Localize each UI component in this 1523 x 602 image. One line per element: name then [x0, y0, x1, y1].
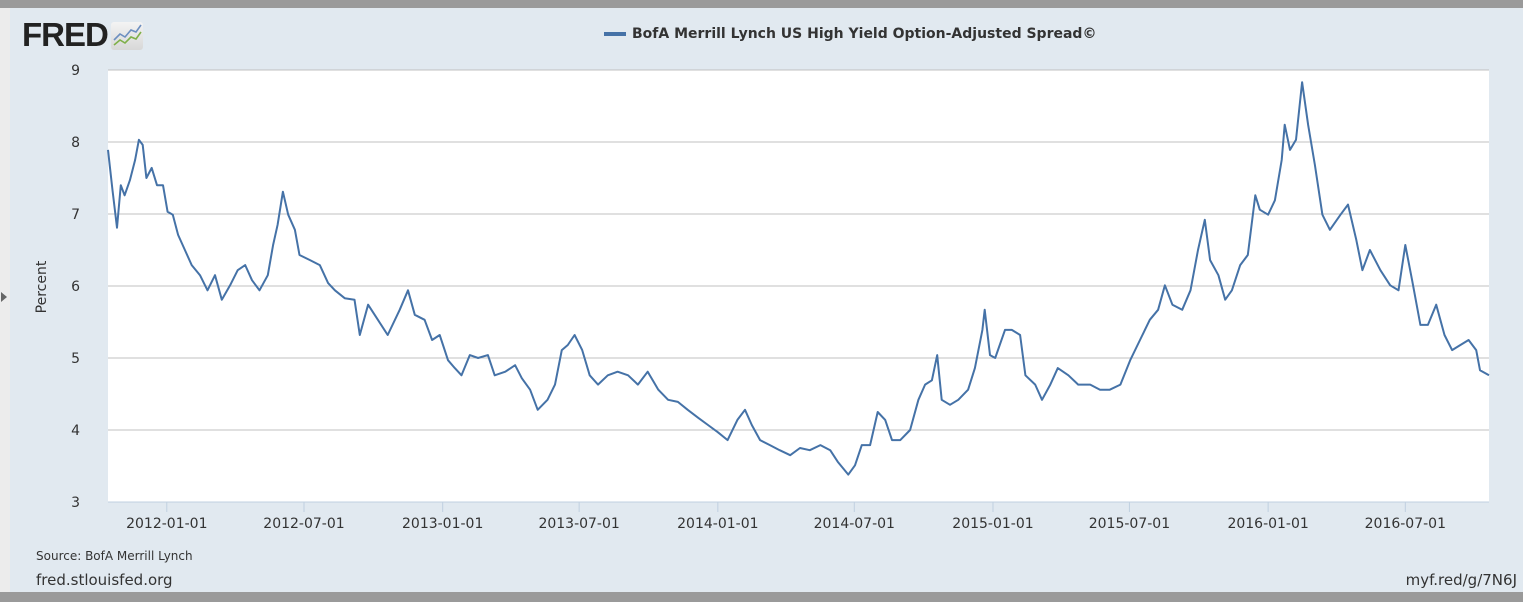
short-link[interactable]: myf.red/g/7N6J — [1405, 571, 1517, 589]
x-tick-label: 2013-07-01 — [538, 516, 619, 532]
y-tick-label: 4 — [71, 423, 80, 439]
y-tick-label: 5 — [71, 351, 80, 367]
x-tick-label: 2016-07-01 — [1365, 516, 1446, 532]
x-tick-label: 2014-01-01 — [677, 516, 758, 532]
y-tick-label: 3 — [71, 495, 80, 511]
legend-swatch — [604, 32, 626, 36]
top-bar — [0, 0, 1523, 8]
y-tick-label: 8 — [71, 135, 80, 151]
x-tick-label: 2012-07-01 — [263, 516, 344, 532]
x-tick-label: 2016-01-01 — [1227, 516, 1308, 532]
y-tick-label: 9 — [71, 63, 80, 79]
x-tick-label: 2013-01-01 — [402, 516, 483, 532]
x-tick-label: 2012-01-01 — [126, 516, 207, 532]
source-note: Source: BofA Merrill Lynch — [36, 549, 193, 563]
legend-label: BofA Merrill Lynch US High Yield Option-… — [632, 26, 1097, 42]
x-tick-label: 2015-07-01 — [1089, 516, 1170, 532]
site-link[interactable]: fred.stlouisfed.org — [36, 571, 173, 589]
line-chart-icon — [110, 22, 143, 50]
fred-logo[interactable]: FRED — [22, 16, 143, 53]
series-line — [107, 81, 1490, 476]
logo-text: FRED — [22, 16, 109, 53]
bottom-bar — [0, 592, 1523, 602]
y-tick-label: 7 — [71, 207, 80, 223]
y-axis-label: Percent — [34, 260, 50, 313]
expand-arrow-icon[interactable] — [1, 292, 7, 302]
y-tick-label: 6 — [71, 279, 80, 295]
chart-legend[interactable]: BofA Merrill Lynch US High Yield Option-… — [604, 26, 1096, 42]
x-tick-label: 2015-01-01 — [952, 516, 1033, 532]
x-tick-label: 2014-07-01 — [814, 516, 895, 532]
